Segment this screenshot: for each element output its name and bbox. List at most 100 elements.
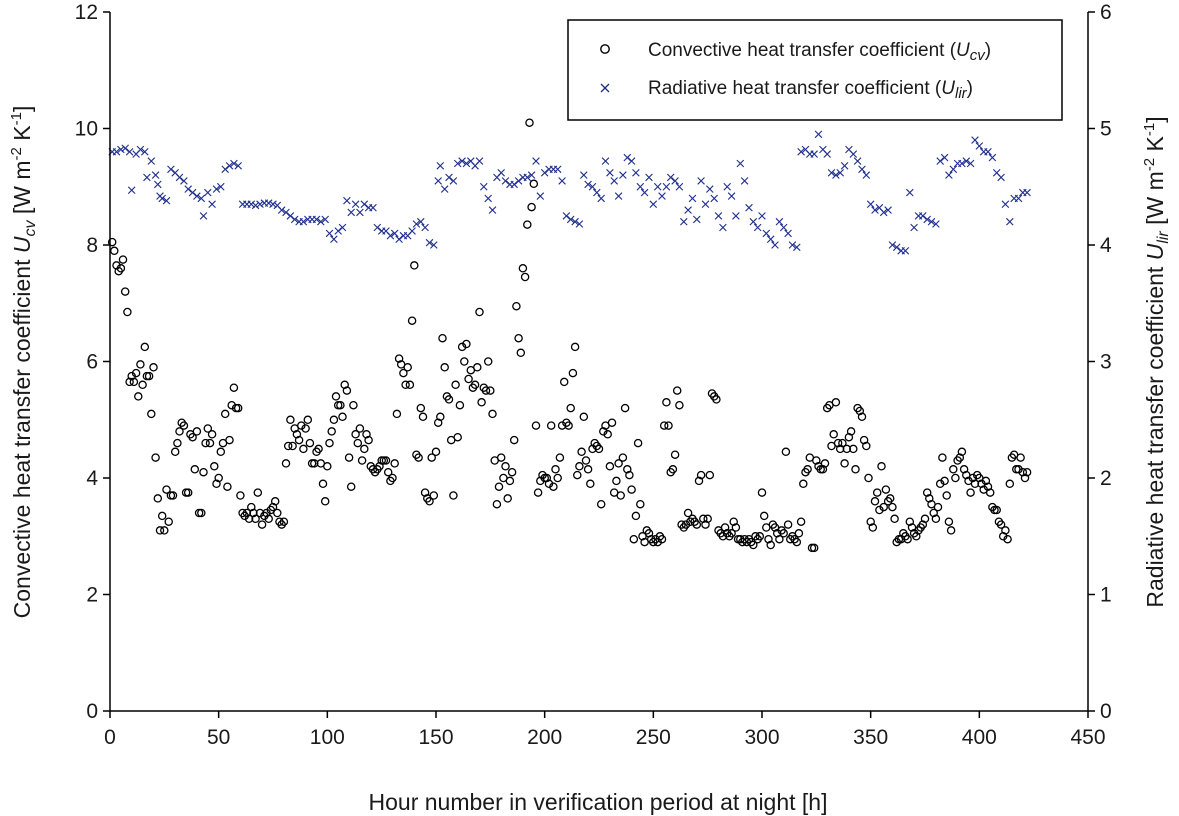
convective-point [205, 438, 215, 448]
radiative-point [225, 162, 234, 170]
radiative-point [197, 194, 206, 203]
radiative-point [234, 162, 242, 170]
radiative-point [321, 215, 329, 224]
convective-point [940, 476, 949, 486]
convective-point [357, 456, 367, 465]
convective-point [729, 517, 738, 526]
convective-point [818, 465, 828, 474]
convective-point [314, 444, 323, 454]
convective-point [573, 470, 582, 480]
convective-point [223, 482, 232, 491]
convective-point [201, 438, 210, 448]
convective-point [188, 432, 197, 442]
convective-point [403, 363, 412, 372]
convective-point [283, 441, 293, 451]
convective-point [664, 421, 673, 430]
convective-point [210, 462, 219, 471]
convective-point [612, 476, 621, 486]
convective-point [803, 465, 812, 474]
convective-point [303, 415, 313, 425]
radiative-point [458, 157, 466, 165]
radiative-point [966, 159, 975, 168]
radiative-point [688, 194, 697, 203]
radiative-point [762, 229, 771, 238]
convective-point [220, 409, 230, 419]
convective-point [694, 476, 704, 486]
convective-point [970, 479, 980, 489]
radiative-point [112, 148, 121, 156]
radiative-point [536, 192, 545, 200]
convective-point [866, 517, 875, 526]
radiative-point [212, 185, 221, 193]
radiative-point [919, 212, 927, 220]
convective-point [605, 462, 615, 471]
convective-point [794, 529, 804, 538]
convective-point [586, 479, 595, 489]
radiative-point [619, 171, 627, 179]
radiative-point [523, 173, 532, 182]
convective-point [929, 508, 938, 518]
radiative-point [758, 212, 766, 220]
radiative-point [251, 201, 260, 210]
radiative-point [369, 203, 377, 212]
radiative-point [527, 171, 536, 179]
convective-point [131, 368, 141, 378]
convective-point [683, 508, 693, 518]
convective-point [514, 333, 523, 343]
radiative-point [510, 180, 518, 189]
y-right-tick-label: 1 [1100, 584, 1112, 607]
convective-point [675, 400, 684, 410]
convective-point [360, 444, 369, 454]
radiative-point [532, 157, 540, 165]
convective-point [520, 272, 530, 282]
convective-point [583, 465, 593, 474]
convective-point [164, 517, 173, 526]
convective-point [877, 462, 886, 471]
convective-point [992, 505, 1001, 515]
convective-point [253, 488, 263, 497]
convective-point [551, 465, 560, 474]
convective-point [431, 447, 441, 457]
convective-point [885, 494, 895, 503]
radiative-point [840, 162, 849, 170]
convective-point [144, 371, 154, 381]
radiative-point [497, 169, 505, 177]
convective-point [931, 514, 941, 524]
convective-point [727, 529, 736, 538]
convective-point [575, 462, 584, 471]
radiative-point [836, 169, 844, 177]
convective-point [812, 456, 821, 465]
convective-point [868, 523, 878, 532]
convective-point [796, 517, 806, 526]
radiative-point [141, 148, 149, 156]
convective-point [1001, 526, 1010, 535]
convective-point [203, 424, 213, 433]
convective-point [288, 441, 297, 451]
convective-point [157, 511, 167, 521]
radiative-point [558, 177, 566, 185]
convective-point [555, 453, 565, 462]
convective-point [518, 264, 528, 273]
convective-point [320, 497, 330, 506]
radiative-point [299, 217, 308, 226]
convective-point [381, 456, 391, 465]
radiative-point [697, 177, 705, 185]
convective-point [199, 467, 208, 477]
radiative-point [975, 142, 984, 150]
convective-point [444, 395, 454, 404]
x-tick-label: 250 [636, 726, 671, 749]
convective-point [614, 459, 623, 468]
radiative-point [436, 162, 445, 170]
convective-point [364, 435, 373, 445]
convective-point [279, 517, 289, 526]
radiative-point [745, 203, 753, 212]
radiative-point [338, 223, 347, 232]
convective-point [636, 499, 645, 509]
convective-point [759, 511, 769, 521]
radiative-point [325, 229, 334, 238]
convective-point [255, 508, 265, 518]
radiative-point [997, 173, 1005, 182]
convective-point [192, 427, 202, 436]
radiative-point [932, 220, 940, 228]
